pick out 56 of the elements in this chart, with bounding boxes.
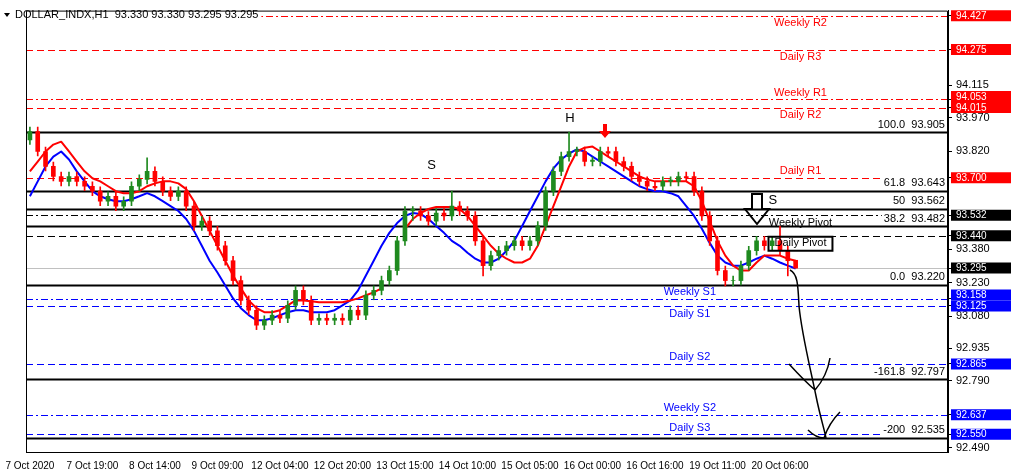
ref-line-label: 50 93.562 <box>893 194 945 207</box>
ref-line-label: Weekly R1 <box>773 85 827 98</box>
x-tick-label: 8 Oct 14:00 <box>129 459 182 471</box>
ref-line-label: -161.8 92.797 <box>874 364 945 377</box>
y-tick-label: 93.158 <box>956 289 988 301</box>
y-tick-label: 94.275 <box>956 43 988 55</box>
y-tick-label: 93.970 <box>956 110 990 123</box>
y-tick-label: 93.440 <box>956 230 988 242</box>
y-tick-label: 94.053 <box>956 90 988 102</box>
x-tick-label: 13 Oct 15:00 <box>376 459 435 471</box>
y-tick-label: 93.080 <box>956 309 990 322</box>
y-tick-label: 92.550 <box>956 428 988 440</box>
ref-line-label: Daily R2 <box>779 108 822 121</box>
ref-line-label: Weekly S2 <box>663 401 717 414</box>
x-tick-label: 16 Oct 16:00 <box>626 459 685 471</box>
y-tick-label: 93.230 <box>956 275 990 288</box>
y-tick-label: 93.125 <box>956 300 988 312</box>
x-tick-label: 7 Oct 2020 <box>5 459 55 471</box>
x-tick-label: 12 Oct 04:00 <box>251 459 310 471</box>
x-tick-label: 12 Oct 20:00 <box>313 459 372 471</box>
y-tick-label: 92.790 <box>956 373 990 386</box>
y-tick-label: 93.700 <box>956 172 988 184</box>
y-tick-label: 92.865 <box>956 358 988 370</box>
annotation: S <box>768 191 778 207</box>
y-tick-label: 92.490 <box>956 440 990 453</box>
y-tick-label: 92.637 <box>956 409 988 421</box>
y-tick-label: 94.015 <box>956 101 988 113</box>
ref-line-label: Weekly R2 <box>773 16 827 29</box>
annotation: S <box>427 156 437 172</box>
ref-line-label: 0.0 93.220 <box>889 270 945 283</box>
x-tick-label: 15 Oct 05:00 <box>501 459 560 471</box>
y-tick-label: 93.532 <box>956 209 988 221</box>
ref-line-label: Daily S3 <box>669 420 711 433</box>
ref-line-label: Daily S2 <box>669 350 711 363</box>
ref-line-label: Daily R1 <box>779 164 822 177</box>
ref-line-label: Daily R3 <box>779 50 822 63</box>
y-tick-label: 94.115 <box>956 78 989 91</box>
y-tick-label: 92.935 <box>956 341 990 354</box>
ref-line-label: 61.8 93.643 <box>883 176 945 189</box>
x-tick-label: 16 Oct 00:00 <box>563 459 622 471</box>
x-tick-label: 7 Oct 19:00 <box>66 459 119 471</box>
annotation: H <box>565 110 575 126</box>
x-tick-label: 20 Oct 06:00 <box>751 459 810 471</box>
y-tick-label: 93.820 <box>956 144 990 157</box>
x-tick-label: 9 Oct 09:00 <box>191 459 244 471</box>
ref-line-label: -200 92.535 <box>883 423 945 436</box>
y-tick-label: 93.295 <box>956 262 988 274</box>
ref-line-label: 100.0 93.905 <box>877 117 945 130</box>
ref-line-label: Daily S1 <box>669 306 711 319</box>
x-tick-label: 19 Oct 11:00 <box>689 459 747 471</box>
ref-line-label: Weekly Pivot <box>768 215 833 228</box>
ref-line-label: 38.2 93.482 <box>883 211 945 224</box>
y-tick-label: 94.427 <box>956 9 988 21</box>
x-tick-label: 14 Oct 10:00 <box>438 459 497 471</box>
ref-line-label: Weekly S1 <box>663 285 717 298</box>
y-tick-label: 93.380 <box>956 242 990 255</box>
